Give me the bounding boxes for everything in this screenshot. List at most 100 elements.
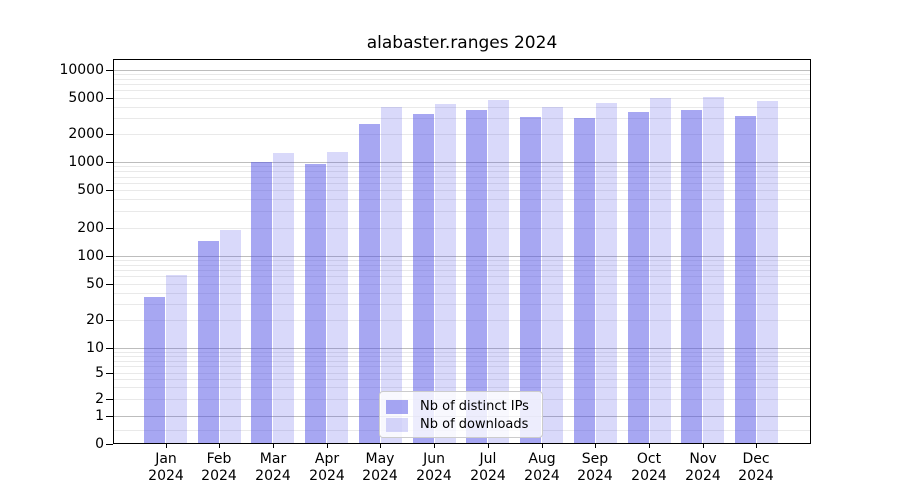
minor-gridline-80 — [113, 265, 811, 266]
x-tick-mark-apr — [327, 444, 328, 448]
x-tick-year: 2024 — [685, 468, 721, 484]
minor-gridline-900 — [113, 166, 811, 167]
y-tick-label-50: 50 — [86, 276, 104, 292]
y-tick-mark-1 — [106, 416, 113, 417]
major-gridline-10 — [113, 348, 811, 349]
minor-gridline-5000 — [113, 98, 811, 99]
minor-gridline-4 — [113, 379, 811, 380]
x-tick-year: 2024 — [416, 468, 452, 484]
x-tick-label-mar: Mar 2024 — [241, 451, 305, 485]
legend-item-distinct-ips: Nb of distinct IPs — [386, 400, 529, 414]
y-tick-mark-0 — [106, 444, 113, 445]
y-tick-label-10: 10 — [86, 340, 104, 356]
x-tick-month: Aug — [528, 451, 556, 467]
minor-gridline-5 — [113, 373, 811, 374]
x-tick-year: 2024 — [255, 468, 291, 484]
minor-gridline-6 — [113, 366, 811, 367]
minor-gridline-500 — [113, 190, 811, 191]
legend-swatch-downloads — [386, 418, 408, 432]
y-tick-mark-10 — [106, 348, 113, 349]
y-tick-label-500: 500 — [77, 182, 104, 198]
x-tick-year: 2024 — [738, 468, 774, 484]
bar-ips-nov — [681, 109, 703, 444]
y-tick-mark-5 — [106, 373, 113, 374]
x-tick-year: 2024 — [201, 468, 237, 484]
x-tick-label-sep: Sep 2024 — [563, 451, 627, 485]
y-tick-mark-10000 — [106, 70, 113, 71]
bar-downloads-dec — [756, 100, 778, 444]
minor-gridline-90 — [113, 260, 811, 261]
x-tick-label-nov: Nov 2024 — [671, 451, 735, 485]
major-gridline-100 — [113, 256, 811, 257]
y-tick-mark-200 — [106, 228, 113, 229]
minor-gridline-400 — [113, 199, 811, 200]
x-tick-label-apr: Apr 2024 — [295, 451, 359, 485]
x-tick-label-feb: Feb 2024 — [187, 451, 251, 485]
minor-gridline-200 — [113, 228, 811, 229]
legend-swatch-distinct-ips — [386, 400, 408, 414]
bar-ips-aug — [520, 117, 541, 444]
x-tick-month: Jun — [423, 451, 445, 467]
y-tick-label-1: 1 — [95, 408, 104, 424]
minor-gridline-70 — [113, 270, 811, 271]
x-tick-year: 2024 — [524, 468, 560, 484]
bar-downloads-oct — [649, 98, 671, 444]
minor-gridline-6000 — [113, 90, 811, 91]
minor-gridline-9 — [113, 352, 811, 353]
bar-ips-mar — [251, 162, 273, 444]
x-tick-mark-nov — [703, 444, 704, 448]
bar-downloads-feb — [219, 229, 241, 444]
minor-gridline-2000 — [113, 134, 811, 135]
major-gridline-1000 — [113, 162, 811, 163]
x-tick-label-jun: Jun 2024 — [402, 451, 466, 485]
bars-layer — [113, 59, 811, 444]
y-tick-label-1000: 1000 — [68, 154, 104, 170]
x-tick-mark-mar — [273, 444, 274, 448]
x-tick-month: Dec — [742, 451, 770, 467]
bar-ips-dec — [734, 115, 756, 444]
x-tick-month: Feb — [206, 451, 232, 467]
x-tick-label-dec: Dec 2024 — [724, 451, 788, 485]
y-tick-label-2: 2 — [95, 391, 104, 407]
y-tick-mark-20 — [106, 320, 113, 321]
bar-downloads-nov — [703, 96, 725, 444]
bar-downloads-may — [380, 107, 402, 444]
y-tick-label-5000: 5000 — [68, 90, 104, 106]
bar-downloads-jun — [434, 103, 456, 444]
bar-ips-feb — [197, 240, 219, 444]
bar-ips-jun — [412, 114, 434, 444]
x-tick-label-oct: Oct 2024 — [617, 451, 681, 485]
x-tick-month: Oct — [636, 451, 662, 467]
x-tick-mark-jun — [434, 444, 435, 448]
minor-gridline-60 — [113, 276, 811, 277]
y-tick-mark-1000 — [106, 162, 113, 163]
x-tick-month: Mar — [259, 451, 287, 467]
y-tick-mark-2 — [106, 399, 113, 400]
chart-title: alabaster.ranges 2024 — [366, 33, 558, 53]
bar-ips-sep — [573, 118, 595, 444]
minor-gridline-3 — [113, 387, 811, 388]
x-tick-label-aug: Aug 2024 — [510, 451, 574, 485]
y-tick-label-100: 100 — [77, 248, 104, 264]
minor-gridline-800 — [113, 171, 811, 172]
minor-gridline-7000 — [113, 84, 811, 85]
x-tick-label-jan: Jan 2024 — [134, 451, 198, 485]
x-tick-month: Jan — [155, 451, 177, 467]
minor-gridline-600 — [113, 183, 811, 184]
x-tick-month: Apr — [314, 451, 340, 467]
x-tick-year: 2024 — [309, 468, 345, 484]
plot-area: Nb of distinct IPs Nb of downloads — [113, 59, 811, 444]
x-tick-month: Jul — [479, 451, 497, 467]
bar-ips-jan — [144, 296, 165, 444]
y-tick-label-10000: 10000 — [59, 62, 104, 78]
y-tick-label-0: 0 — [95, 436, 104, 452]
x-tick-mark-sep — [595, 444, 596, 448]
major-gridline-10000 — [113, 70, 811, 71]
x-tick-year: 2024 — [631, 468, 667, 484]
x-tick-month: Nov — [689, 451, 717, 467]
minor-gridline-300 — [113, 211, 811, 212]
x-tick-label-may: May 2024 — [348, 451, 412, 485]
x-tick-mark-dec — [756, 444, 757, 448]
x-tick-mark-jul — [488, 444, 489, 448]
